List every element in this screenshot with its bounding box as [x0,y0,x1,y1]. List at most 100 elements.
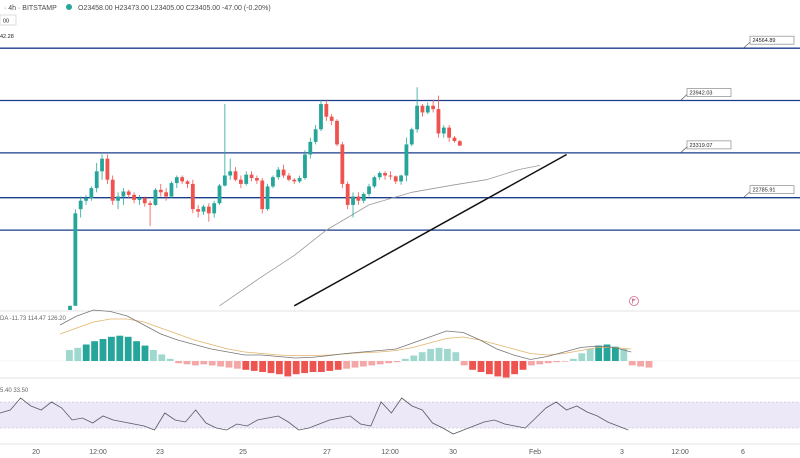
candle-body [335,120,339,145]
candle-body [425,105,430,113]
candle-body [89,188,94,199]
time-axis-tick-label: Feb [529,449,541,456]
candle-body [404,144,409,176]
candle-body [452,137,457,142]
candles-layer [68,87,462,310]
flag-icon[interactable] [629,296,639,306]
candle-body [377,172,382,178]
macd-histogram-bar [469,361,476,370]
macd-histogram-bar [166,358,174,361]
macd-histogram-bar [528,361,535,366]
macd-histogram-bar [536,361,544,365]
market-status-dot [66,4,72,10]
candle-body [153,189,158,205]
candle-body [292,179,297,182]
level-label: 24564.89 [753,38,776,44]
candle-body [244,174,249,184]
macd-histogram-bar [343,361,350,369]
macd-histogram-bar [108,336,115,361]
time-axis-tick-label: 20 [32,449,40,456]
candle-body [169,183,174,197]
macd-histogram-bar [360,361,367,367]
macd-histogram-bar [234,361,241,369]
level-label: 22785.91 [753,188,776,194]
macd-histogram-bar [284,361,292,377]
candle-body [174,177,179,184]
price-tag-box [0,14,17,26]
level-label-box [686,140,732,150]
candle-body [409,129,414,145]
macd-histogram-bar [267,361,275,374]
rsi-label: 5.40 33.50 [0,388,29,394]
macd-histogram-bar [486,361,493,375]
candle-body [345,183,350,205]
macd-histogram-bar [74,347,82,361]
candle-body [110,179,115,201]
candle-body [324,104,329,117]
macd-histogram-bar [410,355,418,361]
macd-histogram-bar [158,354,166,361]
level-label-leader [680,94,688,101]
macd-histogram-bar [511,361,518,375]
candle-body [265,186,270,210]
macd-histogram-bar [133,341,140,361]
candle-body [84,198,88,201]
candle-body [308,141,313,155]
candle-body [260,180,265,210]
macd-histogram-bar [326,361,334,371]
candle-body [137,198,142,200]
candle-body [126,191,131,195]
macd-histogram-bar [477,361,485,372]
macd-histogram-bar [368,361,376,366]
candle-body [105,158,110,180]
candle-body [94,171,99,189]
macd-histogram-bar [586,348,594,361]
macd-histogram-bar [502,361,510,379]
moving-average-layer [219,165,540,307]
time-axis-ticks: 20 12:00 23 25 27 12:00 30 Feb 3 12:00 6 [32,449,745,456]
macd-histogram-bar [292,361,300,375]
level-label-box [749,35,795,45]
macd-histogram-bar [334,361,342,370]
candle-body [367,186,371,194]
macd-histogram-bar [150,350,157,361]
macd-histogram-bar [66,350,73,361]
macd-histogram-bar [376,361,384,365]
macd-histogram-bar [385,361,392,364]
candle-body [116,196,120,201]
candle-body [303,154,307,179]
candle-body [185,181,190,184]
trendline [293,153,567,307]
time-axis-tick-label: 23 [156,449,164,456]
candle-body [68,305,72,310]
time-axis-tick-label: 27 [323,449,331,456]
macd-histogram-bar [259,361,266,372]
macd-histogram-bar [612,346,619,361]
candle-body [271,177,275,187]
macd-histogram-bar [595,345,602,361]
candle-body [399,175,403,182]
level-label-leader [680,146,688,153]
rsi-band [0,402,800,428]
candle-body [393,176,398,182]
candle-body [132,194,136,200]
macd-lines [59,309,632,360]
rsi-line [0,397,629,435]
macd-histogram-bar [637,361,644,367]
candle-body [73,213,78,306]
macd-histogram-bar [91,341,98,361]
candle-body [158,189,163,193]
macd-histogram-bar [452,352,460,361]
candle-body [297,178,302,182]
candle-body [276,169,281,178]
time-axis-tick-label: 3 [620,449,624,456]
macd-histogram-bar [200,361,208,365]
time-axis-tick-label: 12:00 [381,449,399,456]
candle-body [351,196,355,205]
candle-body [415,105,419,130]
candle-body [121,191,126,197]
candle-body [356,196,361,201]
level-labels-layer: 24564.89 23942.03 23319.07 22785.91 [680,35,795,198]
price-tag-text: 00 [3,19,9,25]
macd-histogram-bar [544,361,552,364]
